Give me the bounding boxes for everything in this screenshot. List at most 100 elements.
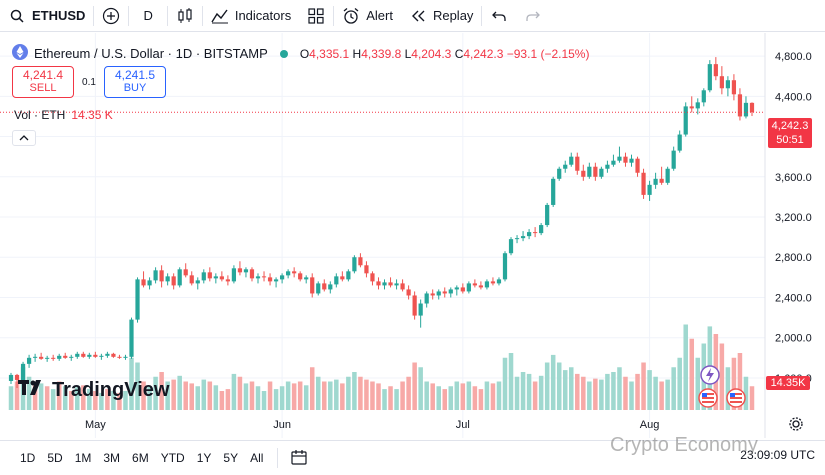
candle-body: [286, 271, 291, 276]
range-button-1d[interactable]: 1D: [20, 451, 36, 465]
indicators-button[interactable]: Indicators: [203, 0, 299, 32]
indicators-label: Indicators: [234, 8, 292, 23]
candle: [231, 265, 237, 284]
volume-bar: [605, 373, 610, 410]
candle-body: [725, 80, 730, 89]
candle: [617, 146, 622, 163]
candle: [526, 229, 532, 240]
range-button-5y[interactable]: 5Y: [223, 451, 239, 465]
range-button-6m[interactable]: 6M: [132, 451, 149, 465]
buy-button[interactable]: 4,241.5 BUY: [104, 66, 166, 98]
goto-date-button[interactable]: [286, 441, 312, 475]
volume-bar: [255, 386, 261, 410]
layouts-button[interactable]: [299, 0, 333, 32]
volume-bar: [550, 354, 556, 410]
redo-button[interactable]: [516, 0, 550, 32]
candle-body: [617, 156, 622, 161]
candle: [412, 291, 417, 320]
candle-body: [117, 356, 122, 358]
range-button-ytd[interactable]: YTD: [160, 451, 185, 465]
candle: [466, 281, 471, 294]
candle-body: [322, 283, 327, 290]
symbol-search[interactable]: ETHUSD: [0, 0, 93, 32]
candle: [20, 361, 26, 382]
candle-body: [370, 273, 375, 282]
volume-legend[interactable]: Vol · ETH 14.35 K: [14, 108, 113, 122]
axis-settings-button[interactable]: [788, 416, 804, 432]
candle: [454, 285, 459, 296]
alert-button[interactable]: Alert: [334, 0, 401, 32]
candle-body: [39, 356, 44, 359]
volume-bar: [617, 367, 622, 410]
candle: [105, 351, 110, 358]
symbol-title[interactable]: Ethereum / U.S. Dollar · 1D · BITSTAMP: [34, 46, 268, 61]
time-tick-label: Jul: [456, 419, 470, 431]
candle-body: [707, 64, 712, 91]
volume-bar: [93, 391, 98, 410]
chart-type-button[interactable]: [168, 0, 202, 32]
candle: [249, 267, 255, 282]
buy-price: 4,241.5: [114, 68, 156, 82]
collapse-legend-button[interactable]: [12, 130, 36, 146]
volume-bar: [629, 381, 634, 410]
volume-bar: [587, 381, 592, 410]
price-chart[interactable]: 1,600.02,000.02,400.02,800.03,200.03,600…: [0, 33, 825, 438]
volume-bar: [147, 386, 152, 410]
candle-body: [213, 276, 218, 279]
toolbar-divider: [128, 5, 130, 26]
time-tick-label: Jun: [273, 419, 291, 431]
candle: [255, 273, 261, 284]
volume-bar: [99, 392, 104, 410]
candle: [33, 353, 38, 362]
volume-bar: [358, 376, 363, 410]
range-button-3m[interactable]: 3M: [103, 451, 121, 465]
candle: [51, 354, 56, 361]
candle: [304, 275, 309, 284]
time-tick-label: May: [85, 419, 106, 431]
compare-symbol-button[interactable]: [94, 0, 128, 32]
candle-body: [448, 289, 453, 294]
volume-bar: [478, 389, 484, 410]
candle-body: [671, 150, 676, 169]
candle-body: [575, 156, 580, 171]
volume-bar: [725, 367, 731, 410]
range-button-1m[interactable]: 1M: [74, 451, 92, 465]
interval-button[interactable]: D: [129, 0, 166, 32]
undo-button[interactable]: [482, 0, 516, 32]
volume-bar: [490, 383, 496, 410]
replay-button[interactable]: Replay: [401, 0, 481, 32]
volume-bar: [388, 386, 393, 410]
candle: [207, 267, 212, 282]
volume-bar: [731, 357, 737, 410]
candle: [75, 351, 80, 359]
volume-bar: [532, 381, 538, 410]
candle: [665, 166, 670, 185]
chart-events: [698, 365, 746, 408]
utc-clock[interactable]: 23:09:09 UTC: [740, 448, 815, 462]
tradingview-logo[interactable]: TradingView: [18, 378, 169, 402]
candle-body: [593, 166, 598, 177]
sell-button[interactable]: 4,241.4 SELL: [12, 66, 74, 98]
volume-bar: [484, 381, 490, 410]
candle-body: [424, 293, 429, 304]
volume-value: 14.35 K: [71, 108, 113, 122]
price-tick-label: 3,200.0: [775, 212, 812, 224]
low-label: L: [404, 46, 412, 61]
grid-icon: [307, 7, 325, 25]
candle: [213, 273, 218, 284]
top-toolbar: ETHUSD D Indicators Alert: [0, 0, 825, 32]
candle-body: [304, 277, 309, 280]
toolbar-divider: [333, 5, 335, 26]
volume-bar: [719, 343, 725, 410]
candle: [647, 180, 652, 201]
price-tick-label: 4,400.0: [775, 91, 812, 103]
lightning-event-icon: [700, 365, 720, 385]
candle-body: [231, 268, 237, 282]
range-button-1y[interactable]: 1Y: [196, 451, 212, 465]
candle-body: [171, 276, 176, 286]
candle: [129, 317, 134, 359]
range-button-5d[interactable]: 5D: [47, 451, 63, 465]
range-button-all[interactable]: All: [250, 451, 264, 465]
candle: [147, 277, 152, 290]
volume-bar: [75, 387, 80, 410]
